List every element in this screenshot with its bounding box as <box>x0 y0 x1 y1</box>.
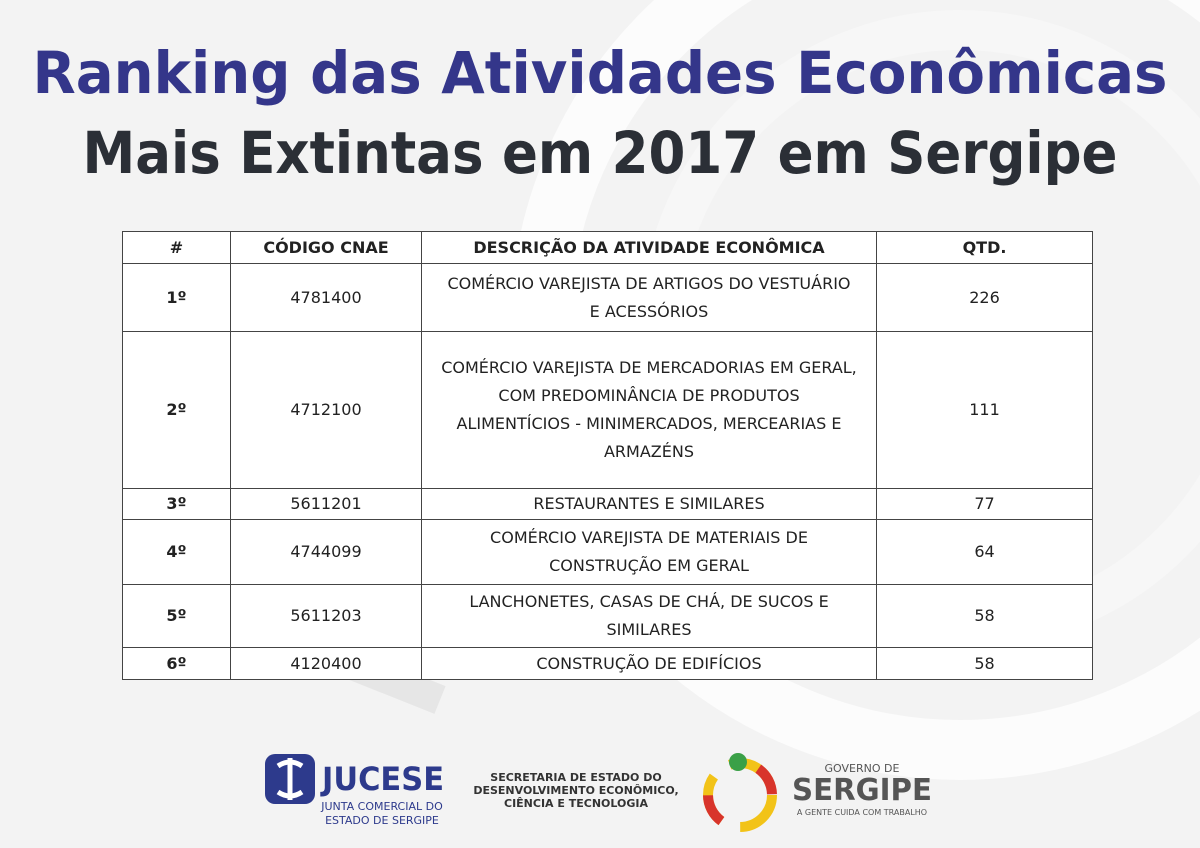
title-line1: Ranking das Atividades Econômicas <box>33 39 1168 107</box>
table-row: 2º 4712100 COMÉRCIO VAREJISTA DE MERCADORI… <box>122 331 1093 489</box>
title-line2: Mais Extintas em 2017 em Sergipe <box>83 119 1118 187</box>
rank: 1º <box>122 263 231 332</box>
quantity: 58 <box>876 647 1093 680</box>
quantity: 111 <box>876 331 1093 489</box>
footer-logos: JUCESE JUNTA COMERCIAL DO ESTADO DE SERG… <box>265 753 932 832</box>
table-row: 5º 5611203 LANCHONETES, CASAS DE CHÁ, DE S… <box>122 584 1093 648</box>
description: CONSTRUÇÃO DE EDIFÍCIOS <box>421 647 877 680</box>
quantity: 64 <box>876 519 1093 585</box>
quantity: 58 <box>876 584 1093 648</box>
secretaria-text: CIÊNCIA E TECNOLOGIA <box>504 797 648 810</box>
secretaria-text: SECRETARIA DE ESTADO DO <box>490 771 661 784</box>
rank: 4º <box>122 519 231 585</box>
table-row: 4º 4744099 COMÉRCIO VAREJISTA DE MATERIAIS… <box>122 519 1093 585</box>
title-block: Ranking das Atividades Econômicas Mais E… <box>33 39 1168 187</box>
governo-icon <box>703 753 777 832</box>
cnae-code: 4120400 <box>230 647 422 680</box>
cnae-code: 5611203 <box>230 584 422 648</box>
description: COMÉRCIO VAREJISTA DE MATERIAIS DE CONST… <box>421 519 877 585</box>
governo-name: SERGIPE <box>792 773 932 808</box>
column-header: DESCRIÇÃO DA ATIVIDADE ECONÔMICA <box>421 231 877 264</box>
rank: 5º <box>122 584 231 648</box>
rank: 2º <box>122 331 231 489</box>
jucese-name: JUCESE <box>320 760 444 798</box>
table-row: 6º 4120400 CONSTRUÇÃO DE EDIFÍCIOS 58 <box>122 647 1093 680</box>
jucese-sub: ESTADO DE SERGIPE <box>325 814 439 827</box>
description: COMÉRCIO VAREJISTA DE MERCADORIAS EM GER… <box>421 331 877 489</box>
description: RESTAURANTES E SIMILARES <box>421 488 877 520</box>
quantity: 226 <box>876 263 1093 332</box>
quantity: 77 <box>876 488 1093 520</box>
secretaria-text: DESENVOLVIMENTO ECONÔMICO, <box>473 784 678 797</box>
cnae-code: 4781400 <box>230 263 422 332</box>
column-header: QTD. <box>876 231 1093 264</box>
description: COMÉRCIO VAREJISTA DE ARTIGOS DO VESTUÁR… <box>421 263 877 332</box>
table-row: 3º 5611201 RESTAURANTES E SIMILARES 77 <box>122 488 1093 520</box>
column-header: # <box>122 231 231 264</box>
governo-slogan: A GENTE CUIDA COM TRABALHO <box>797 808 927 817</box>
header-row: # CÓDIGO CNAE DESCRIÇÃO DA ATIVIDADE ECONÔ… <box>122 231 1093 264</box>
cnae-code: 5611201 <box>230 488 422 520</box>
ranking-table: # CÓDIGO CNAE DESCRIÇÃO DA ATIVIDADE ECONÔ… <box>122 231 1093 680</box>
rank: 6º <box>122 647 231 680</box>
governo-top: GOVERNO DE <box>825 762 900 775</box>
table-row: 1º 4781400 COMÉRCIO VAREJISTA DE ARTIGOS D… <box>122 263 1093 332</box>
rank: 3º <box>122 488 231 520</box>
jucese-sub: JUNTA COMERCIAL DO <box>320 800 443 813</box>
cnae-code: 4744099 <box>230 519 422 585</box>
description: LANCHONETES, CASAS DE CHÁ, DE SUCOS E SI… <box>421 584 877 648</box>
column-header: CÓDIGO CNAE <box>230 231 422 264</box>
cnae-code: 4712100 <box>230 331 422 489</box>
